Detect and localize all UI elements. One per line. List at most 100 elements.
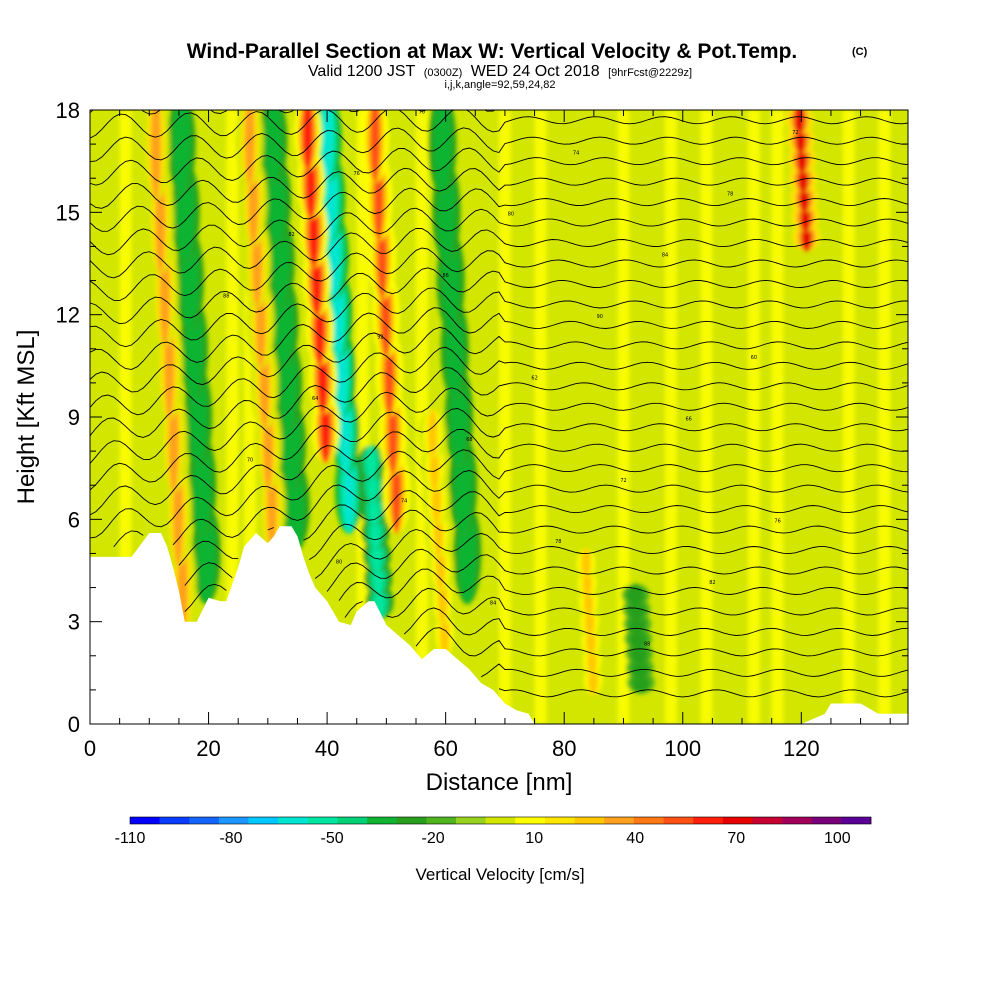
contour-label: 78 (727, 191, 733, 197)
forecast-label: [9hrFcst@2229z] (608, 67, 692, 79)
y-tick-label: 6 (68, 507, 80, 532)
y-tick-label: 3 (68, 610, 80, 635)
colorbar-swatch (396, 817, 427, 824)
updraft-0-cell (150, 110, 161, 202)
colorbar-swatch (159, 817, 190, 824)
theta-contour (90, 367, 908, 438)
y-tick-label: 18 (56, 98, 80, 123)
colorbar-swatch (752, 817, 783, 824)
colorbar-frame (129, 816, 872, 825)
updraft-1-cell (244, 110, 255, 186)
colorbar-swatch (633, 817, 664, 824)
contour-label: 88 (223, 294, 229, 300)
theta-contour (90, 326, 908, 393)
colorbar-swatch (811, 817, 842, 824)
contour-label: 60 (751, 355, 757, 361)
theta-contour (90, 127, 908, 163)
theta-contour (90, 346, 908, 416)
colorbar-swatch (456, 817, 486, 824)
contour-label: 72 (620, 478, 626, 484)
x-tick-label: 80 (552, 736, 576, 761)
colorbar: -110 -80 -50 -20 10 40 70 100 (115, 816, 872, 847)
theta-contour (344, 587, 908, 618)
theta-contour (498, 688, 908, 698)
weak-updraft-band (498, 110, 511, 724)
downdraft-5-cell (630, 584, 641, 606)
x-axis-title: Distance [nm] (426, 769, 573, 796)
theta-contour (90, 428, 908, 516)
theta-contour (113, 470, 908, 548)
weak-updraft-band (842, 110, 855, 724)
downdraft-3-cell (366, 445, 377, 481)
colorbar-label: -50 (321, 830, 344, 847)
theta-contour (338, 568, 908, 601)
weak-updraft-band (700, 110, 713, 724)
colorbar-swatch (544, 817, 575, 824)
contour-label: 84 (490, 601, 496, 607)
colorbar-swatch (515, 817, 546, 824)
colorbar-swatch (367, 817, 398, 824)
theta-contour (90, 267, 908, 325)
theta-contour (90, 167, 908, 209)
theta-contour (90, 187, 908, 232)
contour-label: 74 (573, 150, 579, 156)
updraft-2-cell (302, 110, 313, 171)
contour-label: 64 (312, 396, 318, 402)
contour-label: 80 (336, 560, 342, 566)
weak-updraft-band (226, 110, 239, 724)
contour-label: 86 (443, 273, 449, 279)
contour-label: 78 (555, 539, 561, 545)
colorbar-swatch (693, 817, 724, 824)
colorbar-swatch (722, 817, 753, 824)
contour-label: 82 (288, 232, 294, 238)
theta-contour (90, 147, 908, 186)
theta-contour (90, 227, 908, 279)
theta-contour (403, 607, 908, 636)
colorbar-swatch (782, 817, 813, 824)
y-tick-label: 12 (56, 303, 80, 328)
x-tick-label: 60 (433, 736, 457, 761)
contour-label: 74 (401, 498, 407, 504)
contour-label: 82 (709, 580, 715, 586)
contour-label: 68 (466, 437, 472, 443)
colorbar-swatch (574, 817, 605, 824)
downdraft-4-cell (437, 110, 448, 196)
theta-contour (90, 307, 908, 370)
indices-line: i,j,k,angle=92,59,24,82 (444, 79, 555, 91)
colorbar-label: -80 (219, 830, 242, 847)
theta-contour (90, 110, 908, 139)
contour-label: 90 (597, 314, 603, 320)
weak-updraft-band (747, 110, 760, 724)
colorbar-label: 10 (525, 830, 543, 847)
weak-updraft-band (356, 110, 369, 724)
contour-label: 80 (508, 212, 514, 218)
colorbar-swatch (278, 817, 309, 824)
y-axis-title: Height [Kft MSL] (13, 330, 40, 505)
theta-contour (415, 627, 908, 657)
colorbar-swatch (426, 817, 457, 824)
velocity-field (119, 110, 891, 724)
downdraft-2-cell (322, 110, 333, 183)
contour-label: 92 (377, 335, 383, 341)
y-tick-label: 0 (68, 712, 80, 737)
theta-contour (480, 663, 908, 678)
plot-area: 88 84 82 80 78 76 74 72 70 68 66 64 62 60 92 90 88 86 84 82… (90, 109, 908, 724)
colorbar-title: Vertical Velocity [cm/s] (415, 865, 584, 884)
colorbar-label: 100 (824, 830, 851, 847)
contour-label: 70 (419, 109, 425, 115)
contour-label: 62 (531, 376, 537, 382)
copyright-mark: (C) (852, 46, 868, 58)
x-tick-label: 120 (783, 736, 820, 761)
colorbar-label: 70 (727, 830, 745, 847)
terrain-mask (90, 526, 908, 724)
downdraft-1-cell (268, 110, 279, 186)
valid-prefix: Valid 1200 JST (308, 63, 416, 80)
updraft-6-cell (794, 110, 805, 135)
colorbar-swatch (485, 817, 516, 824)
x-tick-label: 40 (315, 736, 339, 761)
colorbar-swatch (604, 817, 635, 824)
theta-contours: 88 84 82 80 78 76 74 72 70 68 66 64 62 60 92 90 88 86 84 82… (90, 109, 908, 698)
contour-label: 72 (792, 130, 798, 136)
colorbar-label: -110 (115, 830, 146, 847)
axes: 0 20 40 60 80 100 120 0 3 6 9 12 15 18 (56, 98, 908, 761)
